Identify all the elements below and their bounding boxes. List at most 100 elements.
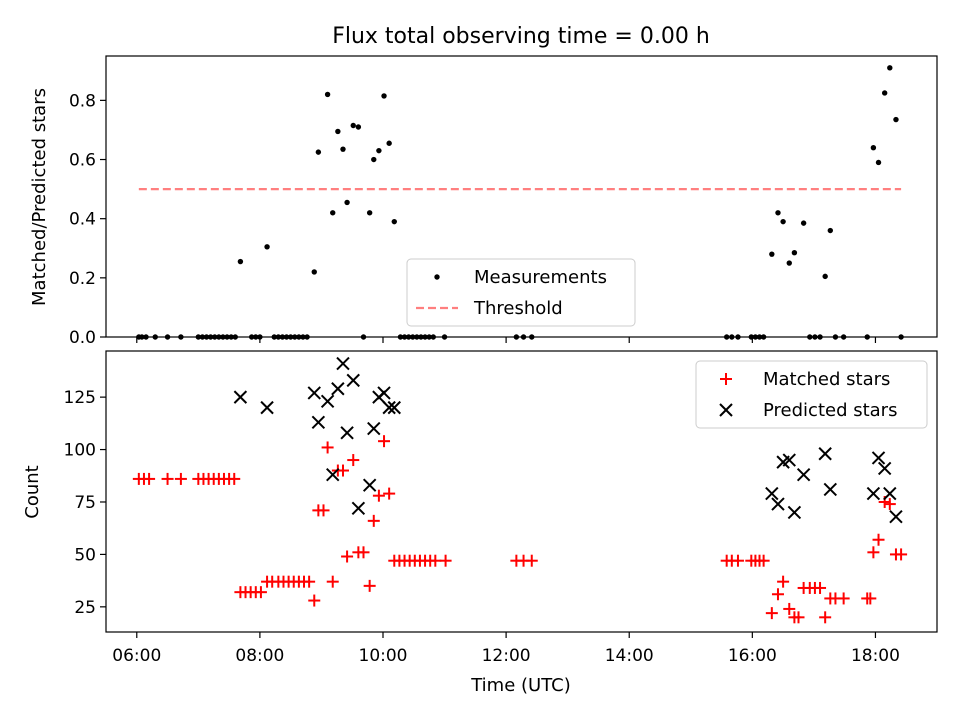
predicted-star-point bbox=[787, 505, 802, 520]
predicted-star-point bbox=[367, 421, 381, 436]
y-tick-label: 0.4 bbox=[69, 210, 96, 230]
matched-star-point bbox=[254, 586, 267, 599]
measurement-point bbox=[335, 128, 341, 135]
measurement-point bbox=[791, 250, 798, 256]
matched-star-point bbox=[357, 546, 370, 559]
measurement-point bbox=[376, 147, 382, 154]
measurement-point bbox=[786, 260, 792, 266]
predicted-star-point bbox=[823, 482, 838, 497]
measurement-point bbox=[381, 93, 387, 99]
measurement-point bbox=[344, 199, 350, 206]
measurement-point bbox=[366, 210, 373, 216]
predicted-star-point bbox=[782, 453, 796, 467]
matched-star-point bbox=[367, 514, 380, 527]
measurement-point bbox=[315, 149, 322, 155]
matched-star-point bbox=[777, 575, 790, 588]
predicted-star-point bbox=[889, 509, 903, 524]
y-tick-label: 100 bbox=[64, 441, 96, 461]
measurement-point bbox=[355, 124, 362, 130]
predicted-star-point bbox=[331, 382, 345, 396]
predicted-star-point bbox=[883, 486, 897, 501]
matched-star-point bbox=[757, 554, 770, 567]
matched-star-point bbox=[303, 575, 316, 588]
predicted-star-point bbox=[260, 400, 274, 415]
predicted-star-point bbox=[326, 468, 340, 482]
x-tick-label: 12:00 bbox=[482, 646, 531, 666]
matched-star-point bbox=[341, 550, 354, 563]
matched-star-point bbox=[731, 554, 744, 567]
measurement-point bbox=[391, 218, 397, 225]
measurement-point bbox=[371, 156, 377, 163]
bottom-y-axis-ticks: 25 50 75 100 125 bbox=[64, 388, 106, 618]
matched-star-point bbox=[867, 546, 880, 559]
x-tick-label: 06:00 bbox=[112, 646, 161, 666]
matched-star-point bbox=[792, 611, 805, 624]
matched-star-point bbox=[819, 611, 832, 624]
matched-star-point bbox=[883, 498, 896, 511]
matched-star-point bbox=[895, 548, 908, 561]
predicted-star-point bbox=[387, 400, 401, 415]
matched-star-point bbox=[174, 472, 187, 485]
measurement-point bbox=[827, 227, 834, 234]
matched-star-point bbox=[439, 554, 452, 567]
y-tick-label: 0.6 bbox=[69, 151, 96, 171]
measurement-point bbox=[340, 146, 346, 152]
measurement-point bbox=[350, 122, 356, 129]
measurement-point bbox=[870, 144, 877, 151]
matched-star-point bbox=[347, 454, 360, 467]
matched-star-point bbox=[837, 592, 850, 605]
measurement-point bbox=[881, 90, 888, 96]
x-tick-label: 18:00 bbox=[851, 646, 900, 666]
bottom-legend-box bbox=[695, 360, 928, 429]
predicted-star-point bbox=[818, 447, 832, 461]
top-y-axis-ticks: 0.0 0.2 0.4 0.6 0.8 bbox=[69, 91, 106, 348]
legend-matched-label: Matched stars bbox=[763, 369, 890, 390]
top-legend-box bbox=[406, 258, 636, 327]
measurement-point bbox=[887, 65, 893, 71]
predicted-star-point bbox=[765, 486, 779, 501]
matched-star-point bbox=[378, 435, 391, 448]
measurement-point bbox=[775, 210, 781, 216]
predicted-star-point bbox=[233, 390, 248, 404]
matched-star-point bbox=[429, 554, 442, 567]
bottom-axes-frame bbox=[105, 350, 938, 633]
bottom-panel: 25 50 75 100 125 06:00 08:00 10:00 12:00 14:00 16… bbox=[22, 350, 938, 696]
top-y-axis-label: Matched/Predicted stars bbox=[29, 88, 50, 306]
top-x-axis-ticks bbox=[136, 337, 877, 343]
predicted-star-point bbox=[351, 501, 366, 515]
y-tick-label: 75 bbox=[74, 493, 96, 513]
measurement-point bbox=[893, 116, 899, 123]
matched-star-point bbox=[336, 464, 349, 477]
measurement-point bbox=[386, 140, 392, 146]
y-tick-label: 0.2 bbox=[69, 269, 96, 289]
bottom-y-axis-label: Count bbox=[22, 465, 43, 518]
top-axes-frame bbox=[105, 55, 938, 338]
predicted-star-point bbox=[346, 373, 360, 388]
bottom-x-axis-ticks: 06:00 08:00 10:00 12:00 14:00 16:00 18:00 bbox=[112, 632, 900, 666]
predicted-star-point bbox=[362, 478, 377, 492]
measurement-point bbox=[822, 273, 828, 280]
predicted-star-point bbox=[311, 415, 326, 430]
measurement-point bbox=[769, 251, 775, 257]
bottom-plot-marks bbox=[132, 356, 908, 624]
legend-measurements-marker bbox=[434, 274, 440, 280]
predicted-star-point bbox=[877, 461, 892, 476]
y-tick-label: 125 bbox=[64, 388, 96, 408]
top-legend: Measurements Threshold bbox=[406, 258, 636, 327]
measurement-point bbox=[875, 159, 882, 166]
measurement-point bbox=[780, 218, 786, 225]
y-tick-label: 50 bbox=[74, 545, 96, 565]
predicted-star-point bbox=[340, 426, 354, 440]
matched-star-point bbox=[771, 588, 784, 601]
legend-matched-marker bbox=[720, 373, 732, 385]
chart-title: Flux total observing time = 0.00 h bbox=[332, 24, 710, 49]
matched-star-point bbox=[765, 607, 778, 620]
x-tick-label: 08:00 bbox=[235, 646, 284, 666]
legend-predicted-marker bbox=[719, 403, 733, 417]
top-plot-marks bbox=[136, 65, 904, 340]
x-tick-label: 10:00 bbox=[359, 646, 408, 666]
matched-star-point bbox=[783, 602, 796, 615]
matched-star-point bbox=[363, 579, 376, 592]
